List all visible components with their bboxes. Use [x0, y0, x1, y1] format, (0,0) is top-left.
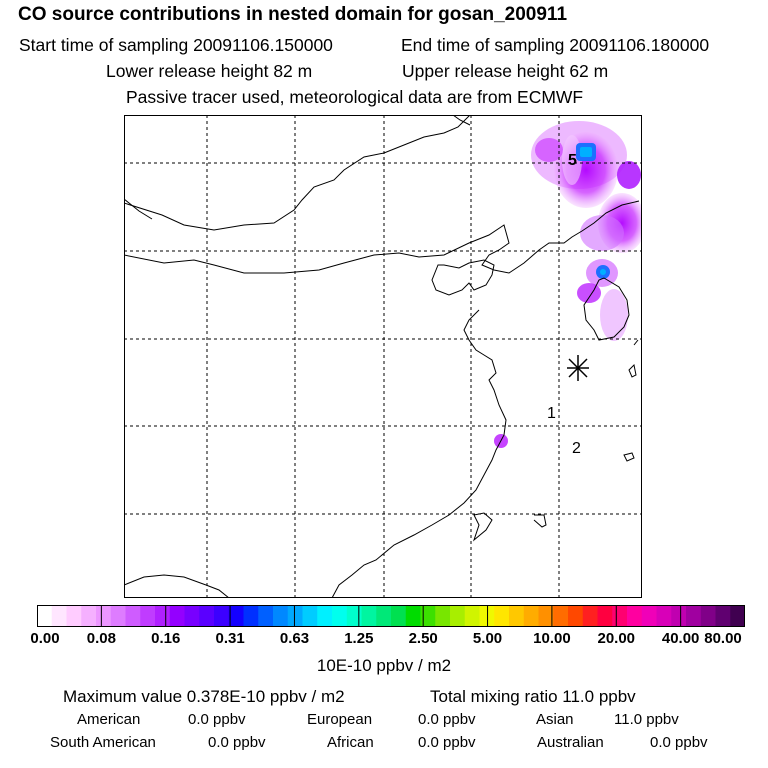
colorbar-cell — [509, 605, 525, 627]
colorbar-cell — [51, 605, 67, 627]
colorbar-tick-label: 10.00 — [533, 630, 571, 647]
colorbar-cell — [258, 605, 274, 627]
colorbar-tick-label: 40.00 — [661, 630, 700, 647]
asian-value: 11.0 ppbv — [614, 711, 679, 728]
colorbar-cell — [420, 605, 436, 627]
colorbar-units: 10E-10 ppbv / m2 — [316, 656, 452, 675]
colorbar-cell — [302, 605, 318, 627]
lower-release-label: Lower release height 82 m — [106, 61, 313, 81]
colorbar-tick-label: 0.31 — [215, 630, 245, 647]
colorbar-cell — [730, 605, 745, 627]
concentration-plume — [494, 121, 642, 448]
colorbar-cell — [523, 605, 539, 627]
colorbar-cell — [656, 605, 672, 627]
graticule — [124, 115, 642, 598]
colorbar-cell — [553, 605, 569, 627]
colorbar-cell — [641, 605, 657, 627]
african-label: African — [327, 734, 374, 751]
colorbar-cell — [686, 605, 702, 627]
colorbar-cell — [199, 605, 215, 627]
colorbar-cell — [140, 605, 156, 627]
colorbar-cell — [169, 605, 185, 627]
colorbar-cell — [273, 605, 289, 627]
colorbar-cell — [184, 605, 200, 627]
hotspot-markers — [576, 143, 610, 279]
australian-value: 0.0 ppbv — [650, 734, 708, 751]
colorbar-cell — [361, 605, 377, 627]
colorbar-cell — [538, 605, 554, 627]
australian-label: Australian — [537, 734, 604, 751]
colorbar-cell — [155, 605, 171, 627]
end-time-label: End time of sampling 20091106.180000 — [401, 35, 710, 55]
colorbar-cell — [81, 605, 97, 627]
colorbar-cell — [110, 605, 126, 627]
coastlines — [124, 115, 640, 598]
colorbar-cell — [391, 605, 407, 627]
chart-title: CO source contributions in nested domain… — [18, 4, 568, 25]
colorbar-cell — [494, 605, 510, 627]
marker-5: 5 — [568, 152, 577, 169]
upper-release-label: Upper release height 62 m — [402, 61, 609, 81]
colorbar-cell — [96, 605, 112, 627]
marker-2: 2 — [572, 440, 581, 457]
colorbar-cell — [228, 605, 244, 627]
colorbar-cell — [464, 605, 480, 627]
colorbar-cell — [125, 605, 141, 627]
asian-label: Asian — [536, 711, 574, 728]
colorbar — [37, 605, 745, 627]
european-label: European — [307, 711, 373, 728]
colorbar-cell — [627, 605, 643, 627]
receptor-star-icon — [567, 355, 589, 381]
colorbar-cell — [582, 605, 598, 627]
tracer-label: Passive tracer used, meteorological data… — [126, 87, 584, 107]
colorbar-tick-label: 20.00 — [597, 630, 636, 647]
colorbar-tick-label: 80.00 — [704, 630, 742, 647]
start-time-label: Start time of sampling 20091106.150000 — [19, 35, 333, 55]
colorbar-tick-label: 0.08 — [86, 630, 116, 647]
colorbar-tick-label: 0.63 — [279, 630, 310, 647]
colorbar-cell — [214, 605, 230, 627]
south-american-label: South American — [50, 734, 156, 751]
colorbar-cell — [37, 605, 53, 627]
colorbar-cell — [597, 605, 613, 627]
american-label: American — [77, 711, 141, 728]
south-american-value: 0.0 ppbv — [208, 734, 266, 751]
colorbar-cell — [671, 605, 687, 627]
european-value: 0.0 ppbv — [418, 711, 476, 728]
colorbar-cell — [346, 605, 362, 627]
colorbar-cell — [612, 605, 628, 627]
colorbar-tick-label: 0.16 — [151, 630, 181, 647]
colorbar-tick-label: 0.00 — [30, 630, 60, 647]
colorbar-cell — [405, 605, 421, 627]
colorbar-cell — [700, 605, 716, 627]
marker-1: 1 — [547, 405, 556, 422]
colorbar-cell — [332, 605, 348, 627]
colorbar-tick-label: 1.25 — [344, 630, 374, 647]
colorbar-cell — [450, 605, 466, 627]
map-panel: 5 1 2 — [124, 115, 642, 598]
colorbar-cell — [287, 605, 303, 627]
colorbar-cell — [715, 605, 731, 627]
african-value: 0.0 ppbv — [418, 734, 476, 751]
colorbar-cell — [435, 605, 451, 627]
colorbar-cell — [66, 605, 82, 627]
colorbar-cell — [243, 605, 259, 627]
colorbar-tick-label: 2.50 — [408, 630, 438, 647]
colorbar-cell — [317, 605, 333, 627]
colorbar-cell — [376, 605, 392, 627]
max-value-label: Maximum value 0.378E-10 ppbv / m2 — [63, 687, 345, 706]
total-mixing-label: Total mixing ratio 11.0 ppbv — [430, 687, 636, 706]
colorbar-cell — [568, 605, 584, 627]
american-value: 0.0 ppbv — [188, 711, 246, 728]
colorbar-tick-label: 5.00 — [472, 630, 503, 647]
